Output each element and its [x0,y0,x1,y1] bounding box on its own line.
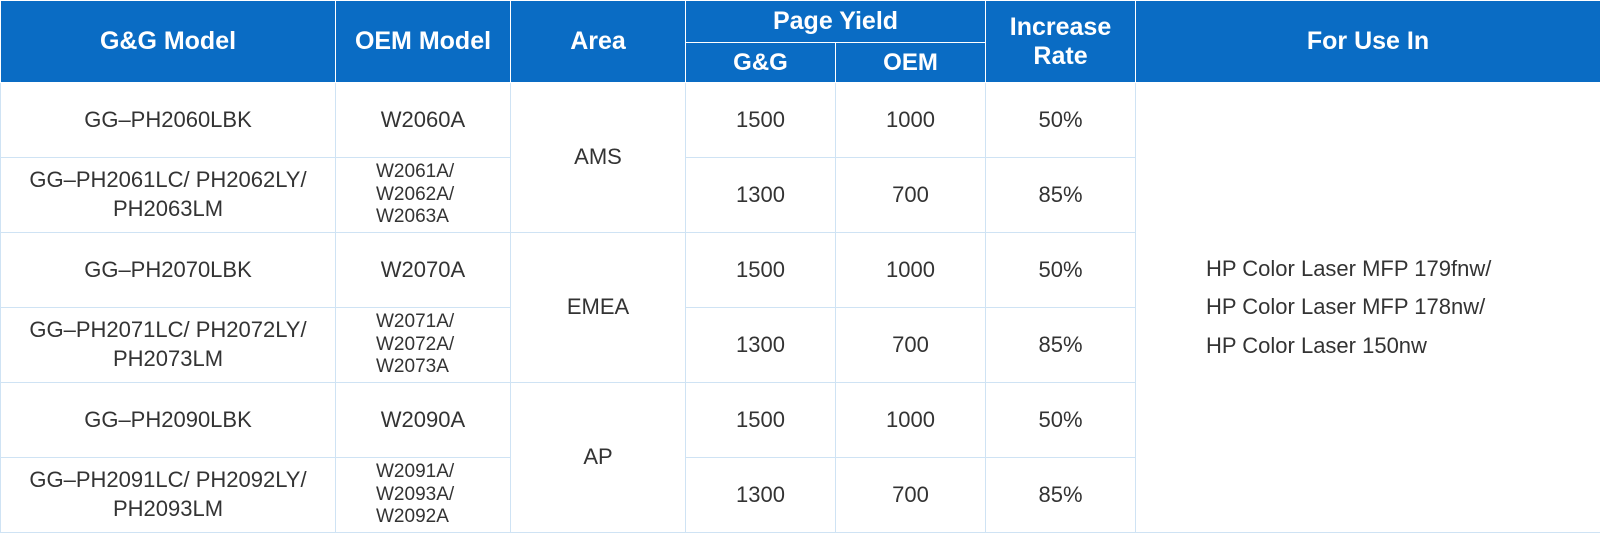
gg-model-cell-line: PH2093LM [112,496,224,521]
oem-model-cell-line: W2060A [380,106,466,132]
gg-model-cell: GG–PH2060LBK [0,82,336,158]
table-row: GG–PH2061LC/ PH2062LY/PH2063LM W2061A/W20… [0,157,1600,233]
oem-yield-cell: 700 [835,307,986,383]
area-cell: AMS [510,82,686,233]
area-cell: EMEA [510,232,686,383]
oem-yield-cell: 1000 [835,232,986,308]
gg-model-cell-line: PH2063LM [112,196,224,221]
increase-rate-cell: 50% [985,82,1136,158]
increase-rate-cell: 85% [985,307,1136,383]
gg-yield-cell: 1500 [685,232,836,308]
header-yield-gg: G&G [685,42,836,83]
table-body: GG–PH2060LBK W2060A AMS 1500 1000 50% HP Color… [0,82,1600,533]
oem-model-cell: W2061A/W2062A/W2063A [335,157,511,233]
gg-yield-cell: 1300 [685,307,836,383]
oem-yield-cell: 700 [835,457,986,533]
oem-model-cell-line: W2090A [380,406,466,432]
oem-model-cell-line: W2073A [376,356,449,378]
gg-model-cell: GG–PH2061LC/ PH2062LY/PH2063LM [0,157,336,233]
gg-model-cell-line: GG–PH2060LBK [84,106,252,132]
oem-model-cell-line: W2062A/ [376,183,455,205]
for-use-in-cell-line: HP Color Laser MFP 179fnw/ [1206,255,1492,281]
header-area: Area [510,0,686,83]
header-for-use-in: For Use In [1135,0,1600,83]
oem-model-cell-line: W2070A [380,256,466,282]
for-use-in-cell: HP Color Laser MFP 179fnw/HP Color Laser… [1135,82,1600,533]
gg-yield-cell: 1500 [685,382,836,458]
oem-yield-cell: 1000 [835,382,986,458]
oem-model-cell-line: W2071A/ [376,310,455,332]
oem-model-cell-line: W2091A/ [376,460,455,482]
gg-model-cell-line: GG–PH2091LC/ PH2092LY/ [29,467,307,493]
gg-yield-cell: 1500 [685,82,836,158]
oem-yield-cell: 700 [835,157,986,233]
increase-rate-cell: 50% [985,382,1136,458]
header-increase-rate: Increase Rate [985,0,1136,83]
header-increase-rate-line1: Increase [1009,12,1112,41]
gg-model-cell-line: GG–PH2090LBK [84,406,252,432]
gg-yield-cell: 1300 [685,157,836,233]
gg-model-cell-line: GG–PH2071LC/ PH2072LY/ [29,317,307,343]
table-row: GG–PH2091LC/ PH2092LY/PH2093LM W2091A/W20… [0,457,1600,533]
header-gg-model: G&G Model [0,0,336,83]
for-use-in-cell-line: HP Color Laser 150nw [1206,332,1427,358]
header-yield-oem: OEM [835,42,986,83]
header-page-yield: Page Yield [685,0,986,43]
increase-rate-cell: 85% [985,457,1136,533]
gg-yield-cell: 1300 [685,457,836,533]
oem-model-cell: W2090A [335,382,511,458]
gg-model-cell: GG–PH2091LC/ PH2092LY/PH2093LM [0,457,336,533]
oem-model-cell-line: W2061A/ [376,160,455,182]
oem-model-cell: W2060A [335,82,511,158]
oem-model-cell-line: W2092A [376,506,449,528]
gg-model-cell-line: PH2073LM [112,346,224,371]
table-row: GG–PH2070LBK W2070A EMEA 1500 1000 50% [0,232,1600,383]
increase-rate-cell: 85% [985,157,1136,233]
oem-model-cell-line: W2063A [376,206,449,228]
oem-model-cell: W2071A/W2072A/W2073A [335,307,511,383]
area-cell: AP [510,382,686,533]
oem-yield-cell: 1000 [835,82,986,158]
gg-model-cell-line: GG–PH2061LC/ PH2062LY/ [29,167,307,193]
table-row: GG–PH2090LBK W2090A AP 1500 1000 50% [0,382,1600,533]
header-increase-rate-line2: Rate [1033,41,1088,70]
oem-model-cell: W2070A [335,232,511,308]
oem-model-cell-line: W2072A/ [376,333,455,355]
gg-model-cell: GG–PH2090LBK [0,382,336,458]
header-oem-model: OEM Model [335,0,511,83]
table-row: GG–PH2071LC/ PH2072LY/PH2073LM W2071A/W20… [0,307,1600,383]
oem-model-cell: W2091A/W2093A/W2092A [335,457,511,533]
oem-model-cell-line: W2093A/ [376,483,455,505]
gg-model-cell-line: GG–PH2070LBK [84,256,252,282]
table-row: GG–PH2060LBK W2060A AMS 1500 1000 50% HP Color… [0,82,1600,533]
increase-rate-cell: 50% [985,232,1136,308]
gg-model-cell: GG–PH2071LC/ PH2072LY/PH2073LM [0,307,336,383]
gg-model-cell: GG–PH2070LBK [0,232,336,308]
for-use-in-cell-line: HP Color Laser MFP 178nw/ [1206,294,1486,320]
